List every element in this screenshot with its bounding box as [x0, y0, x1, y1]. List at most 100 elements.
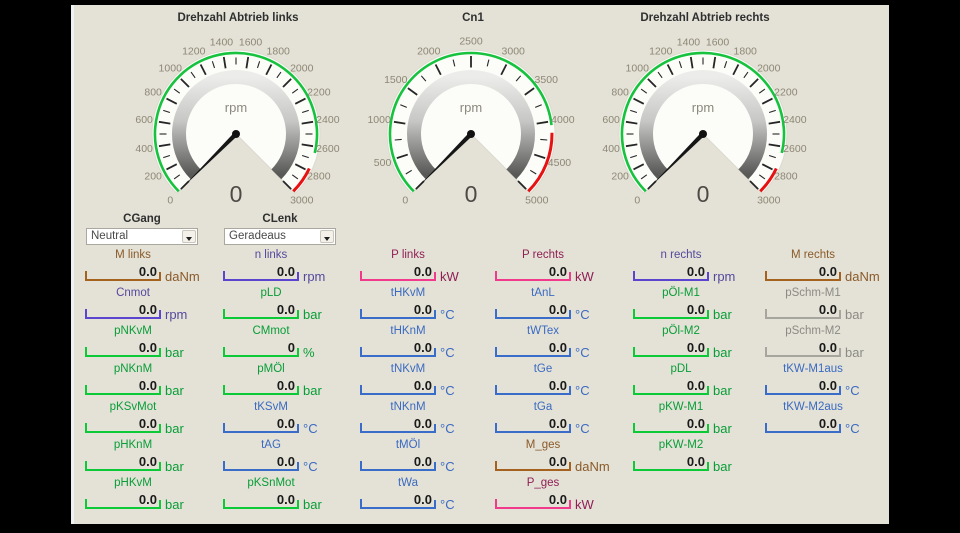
- gauge-tick: [211, 61, 216, 69]
- gauge-tick-label: 2000: [757, 63, 781, 75]
- chevron-down-icon[interactable]: [320, 230, 334, 243]
- field-unit: °C: [575, 307, 590, 322]
- indicator-tAG: tAG 0.0 °C: [223, 438, 355, 474]
- field-value: 0.0: [686, 454, 705, 469]
- indicator-n links: n links 0.0 rpm: [223, 248, 355, 284]
- indicator-tWTex: tWTex 0.0 °C: [495, 324, 627, 360]
- cgang-select[interactable]: Neutral: [86, 228, 198, 245]
- gauge-tick: [517, 180, 527, 190]
- field-value-row: 0.0 °C: [765, 414, 897, 436]
- field-column-5: n rechts 0.0 rpm pÖl-M1 0.0 bar pÖl-M2 0.0 bar pD…: [633, 248, 765, 476]
- field-unit: rpm: [713, 269, 736, 284]
- field-bracket: 0.0: [360, 450, 436, 471]
- gauge-tick-label: 0: [634, 194, 640, 206]
- field-bracket: 0.0: [633, 412, 709, 433]
- field-unit: rpm: [303, 269, 326, 284]
- field-value: 0.0: [138, 264, 157, 279]
- gauge-tick-label: 500: [374, 157, 392, 169]
- gauge-tick: [158, 120, 171, 125]
- field-label: tHKnM: [390, 325, 426, 337]
- field-label: pDL: [670, 363, 692, 375]
- field-value-row: 0.0 °C: [495, 338, 627, 360]
- gauge-unit-label: rpm: [692, 100, 714, 115]
- clenk-select[interactable]: Geradeaus: [224, 228, 336, 245]
- field-unit: °C: [440, 421, 455, 436]
- field-value-row: 0.0 bar: [633, 300, 765, 322]
- field-value: 0.0: [138, 492, 157, 507]
- field-value: 0.0: [138, 340, 157, 355]
- indicator-pHKnM: pHKnM 0.0 bar: [85, 438, 217, 474]
- field-label: tAG: [261, 439, 281, 451]
- gauge-tick: [291, 174, 299, 180]
- field-unit: bar: [303, 383, 322, 398]
- indicator-pKSvMot: pKSvMot 0.0 bar: [85, 400, 217, 436]
- gauge-tick: [301, 109, 309, 114]
- combo-label: CGang: [123, 213, 161, 225]
- field-bracket: 0.0: [85, 488, 161, 509]
- field-label: pKW-M2: [658, 439, 704, 451]
- field-value: 0.0: [413, 378, 432, 393]
- field-value-row: 0.0 kW: [360, 262, 492, 284]
- field-value: 0.0: [548, 264, 567, 279]
- field-bracket: 0.0: [360, 336, 436, 357]
- field-unit: bar: [303, 497, 322, 512]
- field-unit: bar: [713, 345, 732, 360]
- gauge-tick: [625, 120, 638, 125]
- indicator-tGe: tGe 0.0 °C: [495, 362, 627, 398]
- gauge-tick: [158, 143, 171, 148]
- field-value-row: 0.0 °C: [360, 414, 492, 436]
- field-value: 0.0: [686, 416, 705, 431]
- gauge-tick: [630, 154, 638, 159]
- gauge-tick-label: 2400: [316, 114, 340, 126]
- gauge-tick-label: 600: [135, 114, 153, 126]
- field-bracket: 0.0: [360, 298, 436, 319]
- gauge-tick: [166, 97, 178, 105]
- field-bracket: 0.0: [765, 260, 841, 281]
- gauge-tick: [301, 154, 309, 159]
- gauge-green-arc: [388, 51, 553, 193]
- field-value: 0.0: [276, 492, 295, 507]
- gauge-tick: [768, 143, 781, 148]
- field-value-row: 0.0 °C: [360, 298, 492, 322]
- gauge-tick: [768, 109, 776, 114]
- clenk-selected-value: Geradeaus: [229, 230, 286, 242]
- gauge-tick: [245, 56, 250, 69]
- field-value: 0.0: [276, 454, 295, 469]
- gauge-tick-label: 1400: [677, 37, 701, 49]
- field-unit: bar: [165, 345, 184, 360]
- field-unit: °C: [575, 383, 590, 398]
- gauge-tick-label: 2000: [417, 46, 441, 58]
- indicator-tHKvM: tHKvM 0.0 °C: [360, 286, 492, 322]
- gauge-ring: [407, 70, 535, 180]
- gauge-tick: [173, 174, 181, 180]
- field-unit: bar: [165, 459, 184, 474]
- field-unit: °C: [440, 497, 455, 512]
- gauge-tick: [222, 56, 227, 69]
- gauge-title: Cn1: [462, 12, 484, 24]
- gauge-value: 0: [697, 181, 710, 207]
- field-value-row: 0.0 bar: [85, 338, 217, 360]
- indicator-tKSvM: tKSvM 0.0 °C: [223, 400, 355, 436]
- indicator-Cnmot: Cnmot 0.0 rpm: [85, 286, 217, 322]
- gauge-tick-label: 3500: [535, 74, 559, 86]
- field-value: 0.0: [413, 264, 432, 279]
- field-label: pÖl-M1: [662, 287, 700, 299]
- indicator-tKW-M1aus: tKW-M1aus 0.0 °C: [765, 362, 897, 398]
- field-label: M_ges: [525, 439, 561, 451]
- chevron-down-icon[interactable]: [182, 230, 196, 243]
- gauge-tick: [533, 153, 546, 159]
- field-value-row: 0.0 bar: [85, 414, 217, 436]
- field-value-row: 0.0 °C: [360, 336, 492, 360]
- field-label: tGa: [533, 401, 553, 413]
- gauge-dial: 0 200 400 600 800 1000 1200 1400 1600 1800 2000 220…: [602, 37, 806, 207]
- indicator-tKW-M2aus: tKW-M2aus 0.0 °C: [765, 400, 897, 436]
- gauge-tick: [396, 153, 409, 159]
- field-bracket: 0.0: [633, 260, 709, 281]
- field-value-row: 0.0 °C: [495, 376, 627, 398]
- gauge-red-arc: [292, 167, 311, 193]
- field-bracket: 0.0: [85, 298, 161, 319]
- gauge-tick: [678, 61, 683, 69]
- gauge-drehzahl-abtrieb-links: Drehzahl Abtrieb links 0 200 400 600 800 1000…: [108, 11, 368, 221]
- field-value-row: 0.0 kW: [495, 262, 627, 284]
- field-label: pNKnM: [113, 363, 153, 375]
